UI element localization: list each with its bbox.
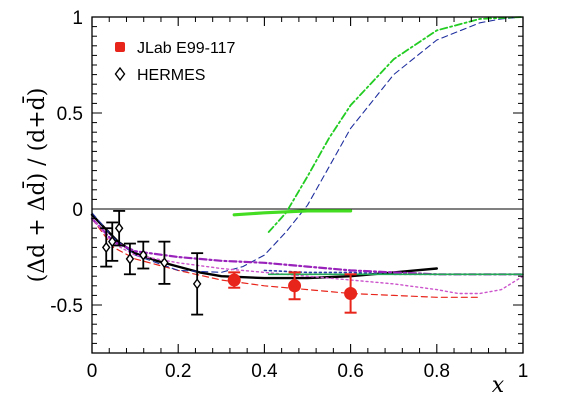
legend-label: HERMES bbox=[137, 67, 205, 84]
x-tick-label: 0.8 bbox=[424, 361, 450, 382]
curve-dashdot-3 bbox=[267, 16, 524, 233]
data-point-hermes bbox=[139, 249, 148, 261]
y-axis-title: (Δd + Δd̄) / (d+d̄) bbox=[22, 88, 50, 283]
y-tick-label: 0 bbox=[72, 200, 83, 221]
y-tick-label: 1 bbox=[72, 8, 83, 29]
points-group bbox=[100, 210, 358, 316]
data-point-jlab bbox=[227, 273, 241, 287]
curve-dashed-1 bbox=[91, 218, 481, 298]
x-axis-title: x bbox=[492, 373, 505, 398]
x-tick-label: 0 bbox=[87, 361, 98, 382]
data-point-hermes bbox=[192, 278, 202, 290]
data-point-hermes bbox=[108, 235, 117, 248]
data-point-jlab bbox=[288, 279, 302, 293]
data-point-hermes bbox=[101, 241, 111, 254]
x-tick-label: 0.6 bbox=[337, 361, 363, 382]
x-tick-label: 1 bbox=[518, 361, 529, 382]
y-ticks-group: -0.5 0 0.5 1 bbox=[50, 8, 523, 354]
x-tick-label: 0.2 bbox=[165, 361, 191, 382]
plot-frame bbox=[91, 16, 524, 354]
legend-marker-jlab bbox=[115, 42, 125, 52]
y-tick-label: 0.5 bbox=[57, 104, 83, 125]
data-point-hermes bbox=[114, 222, 124, 234]
legend-label: JLab E99-117 bbox=[137, 40, 236, 57]
data-point-hermes bbox=[160, 257, 169, 269]
curve-dashed-2 bbox=[91, 16, 524, 273]
x-tick-label: 0.4 bbox=[251, 361, 278, 382]
legend: JLab E99-117 HERMES bbox=[114, 40, 236, 84]
data-point-hermes bbox=[125, 253, 135, 265]
y-tick-label: -0.5 bbox=[50, 296, 83, 317]
curve-solid-8 bbox=[232, 209, 353, 217]
data-point-jlab bbox=[344, 286, 358, 300]
legend-marker-hermes bbox=[114, 66, 126, 82]
x-ticks-group: 0 0.2 0.4 0.6 0.8 1 bbox=[87, 17, 529, 382]
